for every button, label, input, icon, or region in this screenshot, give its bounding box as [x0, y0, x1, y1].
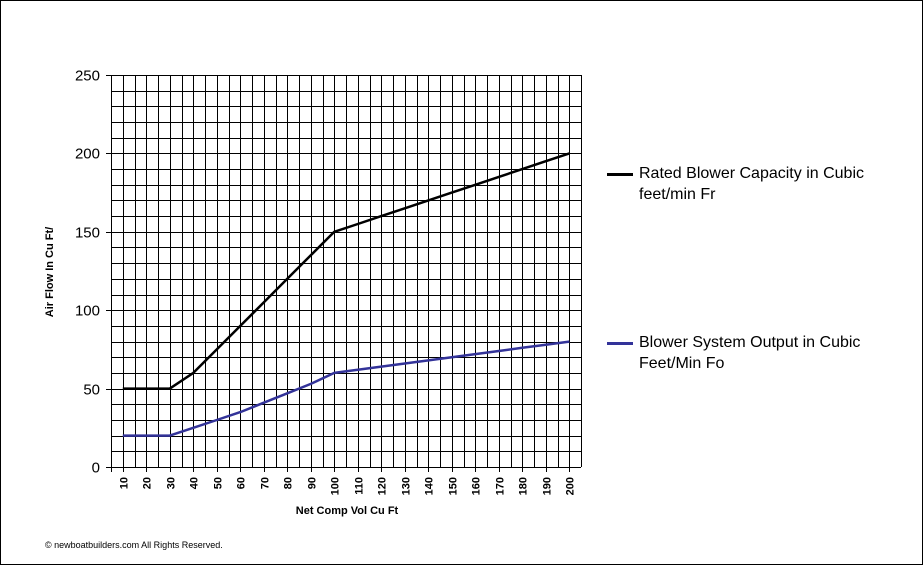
- legend-entry-system-output: Blower System Output in Cubic Feet/Min F…: [607, 332, 917, 374]
- legend-swatch-blue: [607, 342, 633, 345]
- axes: [106, 75, 581, 472]
- x-tick-label: 140: [424, 477, 436, 495]
- series-line-1: [122, 152, 570, 390]
- y-tick-label: 100: [75, 303, 100, 320]
- grid-lines: [111, 75, 582, 468]
- x-tick-label: 70: [260, 477, 272, 489]
- copyright-notice: © newboatbuilders.com All Rights Reserve…: [45, 540, 223, 550]
- x-tick-label: 160: [471, 477, 483, 495]
- x-tick-label: 20: [142, 477, 154, 489]
- y-tick-labels: 0 50 100 150 200 250: [75, 68, 100, 477]
- x-tick-label: 200: [565, 477, 577, 495]
- y-axis-label: Air Flow In Cu Ft/: [44, 227, 56, 317]
- x-tick-label: 120: [377, 477, 389, 495]
- legend-label: Blower System Output in Cubic Feet/Min F…: [639, 334, 861, 372]
- x-tick-label: 190: [542, 477, 554, 495]
- y-tick-label: 50: [83, 382, 100, 399]
- x-tick-labels: 10 20 30 40 50 60 70 80 90 100 110 120 130 140 150 160 1…: [119, 477, 577, 495]
- x-tick-label: 110: [354, 477, 366, 495]
- x-axis-label: Net Comp Vol Cu Ft: [296, 505, 399, 517]
- y-tick-label: 200: [75, 146, 100, 163]
- x-tick-label: 150: [448, 477, 460, 495]
- x-tick-label: 90: [307, 477, 319, 489]
- y-tick-label: 250: [75, 68, 100, 85]
- x-tick-label: 100: [330, 477, 342, 495]
- x-tick-label: 10: [119, 477, 131, 489]
- x-tick-label: 40: [189, 477, 201, 489]
- legend-entry-rated-capacity: Rated Blower Capacity in Cubic feet/min …: [607, 163, 917, 205]
- y-tick-label: 150: [75, 225, 100, 242]
- legend-swatch-black: [607, 173, 633, 176]
- x-tick-label: 180: [518, 477, 530, 495]
- x-tick-label: 50: [213, 477, 225, 489]
- x-tick-label: 130: [401, 477, 413, 495]
- series-lines: [122, 152, 570, 437]
- x-tick-label: 60: [236, 477, 248, 489]
- legend-label: Rated Blower Capacity in Cubic feet/min …: [639, 165, 864, 203]
- y-tick-label: 0: [92, 460, 100, 477]
- x-tick-label: 30: [166, 477, 178, 489]
- x-tick-label: 80: [283, 477, 295, 489]
- series-line-2: [122, 340, 570, 437]
- x-tick-label: 170: [495, 477, 507, 495]
